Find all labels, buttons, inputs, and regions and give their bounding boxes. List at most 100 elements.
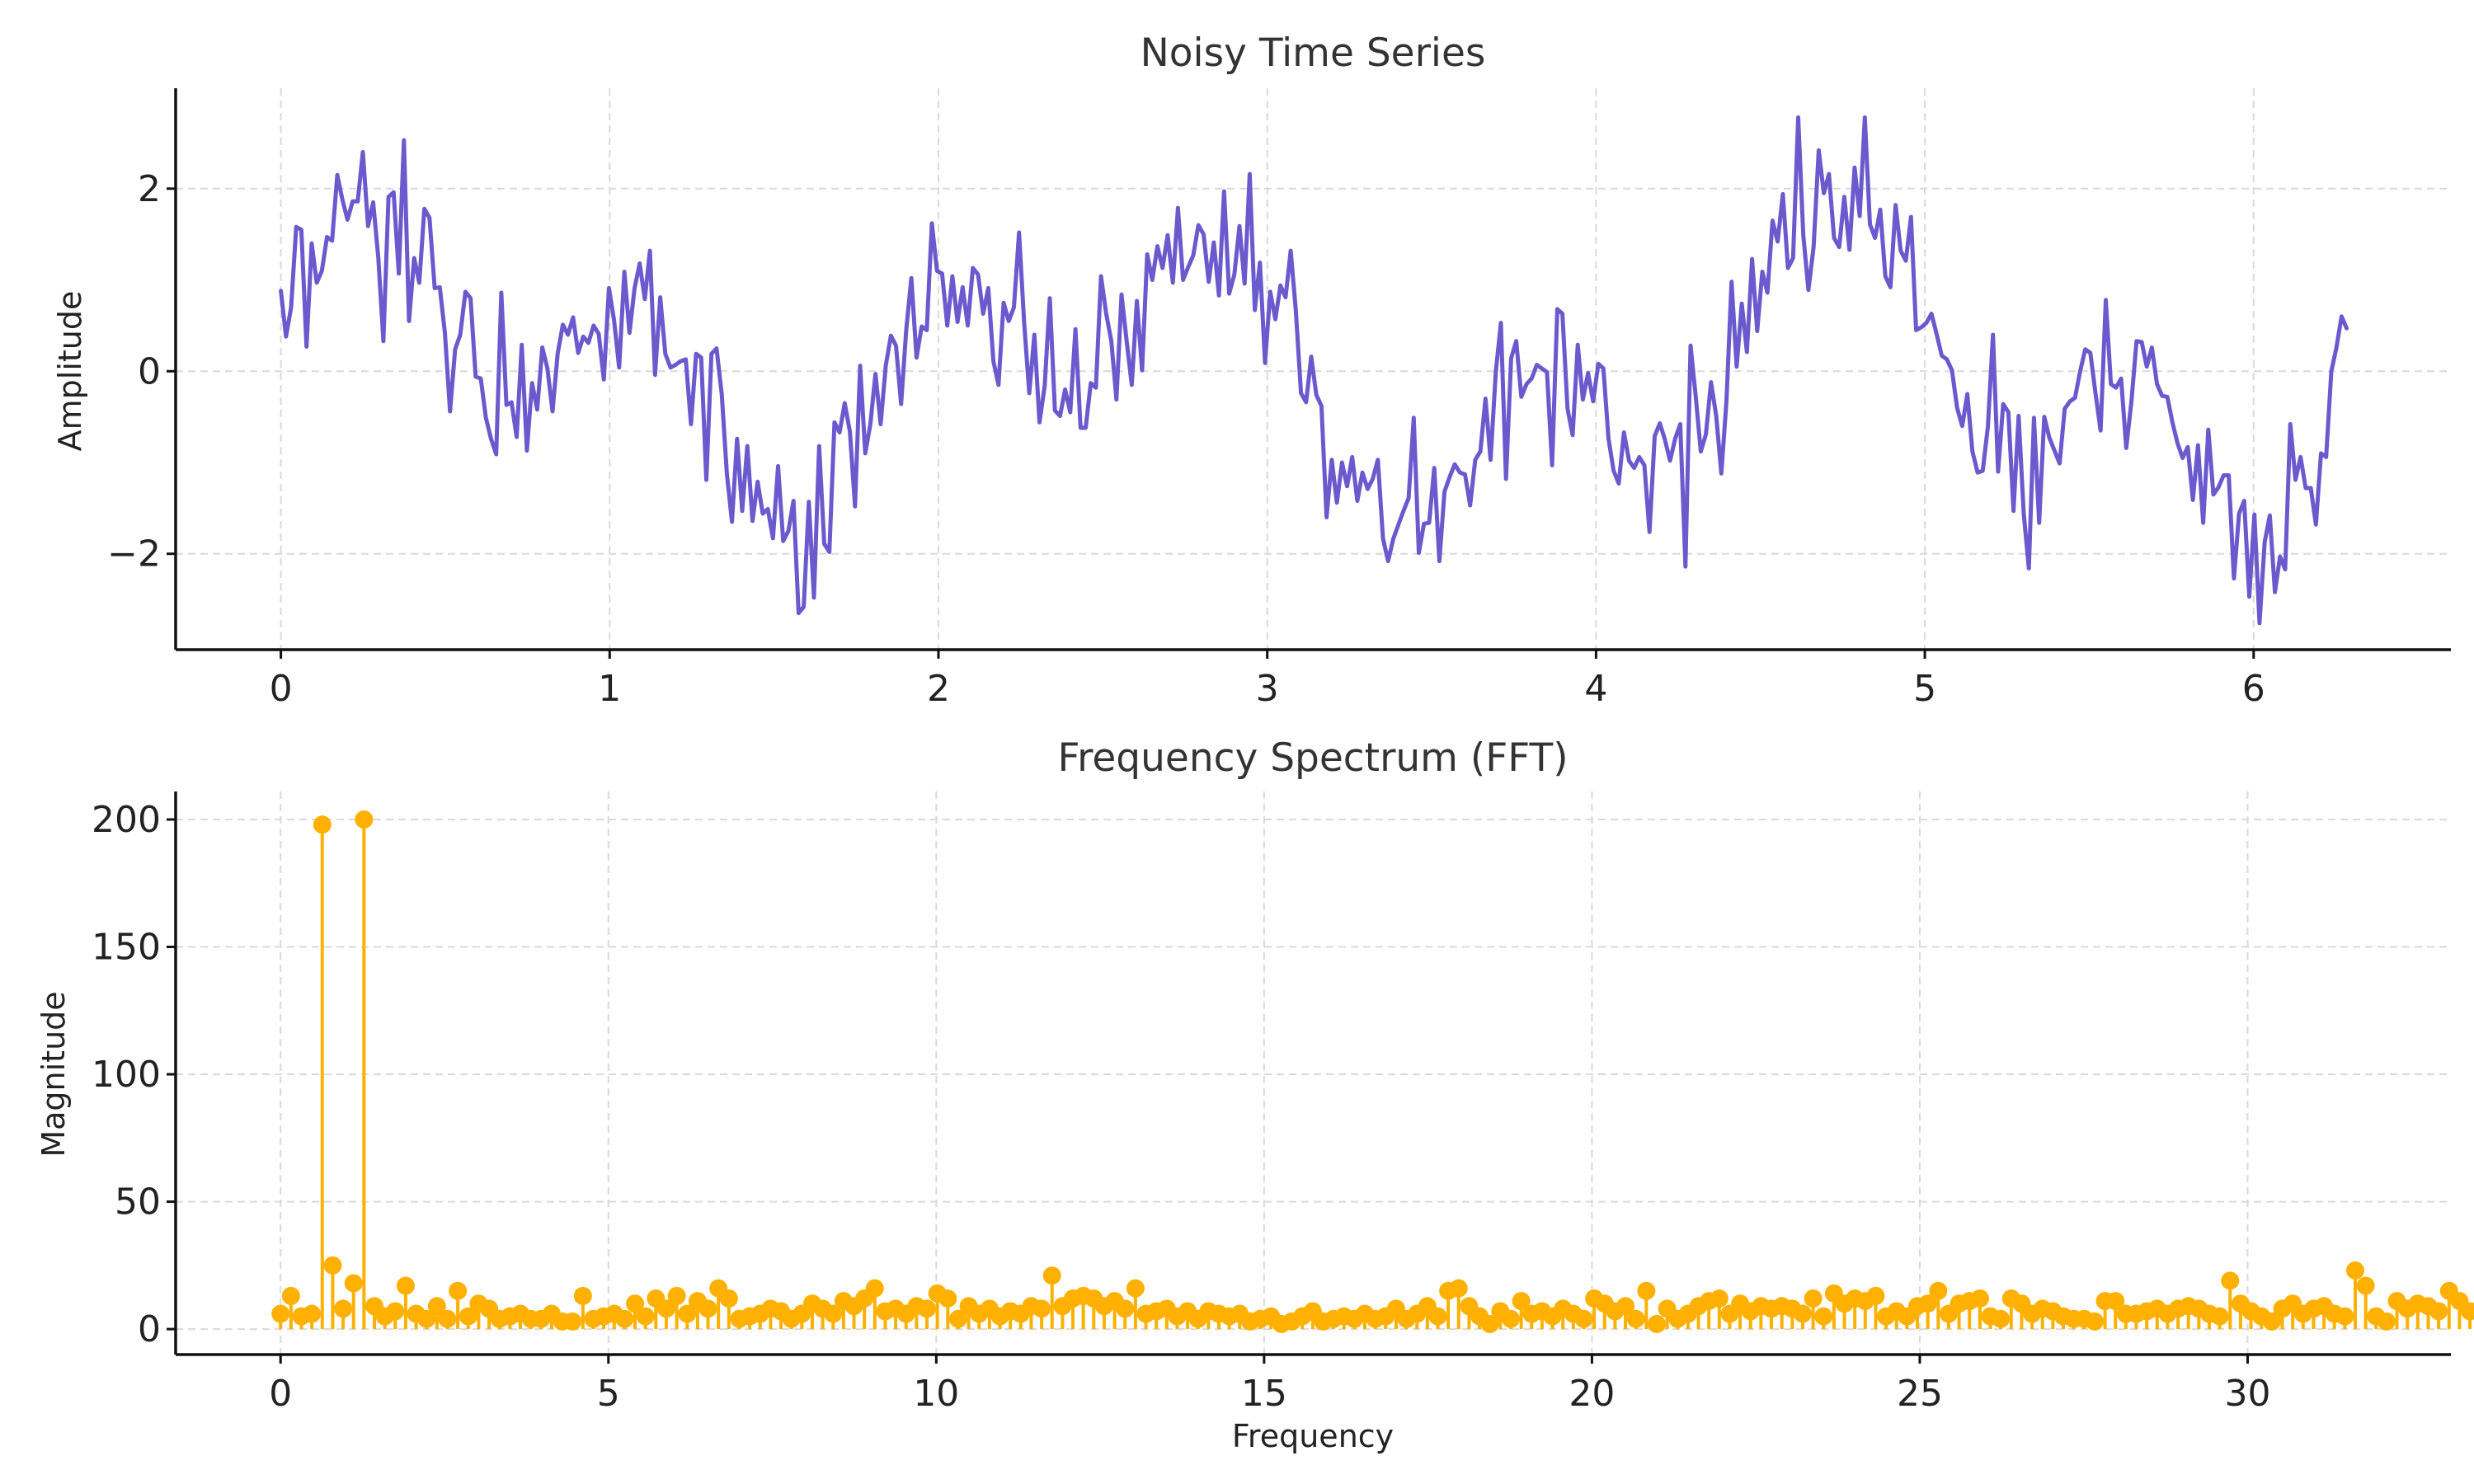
fft-stem-marker (459, 1307, 477, 1326)
fft-stem-marker (1116, 1299, 1135, 1318)
fft-ylabel: Magnitude (35, 991, 72, 1157)
fft-stem-marker (313, 815, 332, 834)
fft-stem-marker (344, 1274, 363, 1293)
fft-stem-marker (1637, 1281, 1656, 1300)
time-series-ylabel: Amplitude (52, 291, 88, 452)
fft-stem-marker (563, 1312, 582, 1331)
time-series-line-group (279, 115, 2349, 626)
time-series-xtick-label: 3 (1256, 668, 1279, 710)
fft-stem-marker (2262, 1312, 2281, 1331)
fft-stem-marker (1970, 1289, 1989, 1308)
time-series-title: Noisy Time Series (1141, 31, 1486, 76)
time-series-ytick-label: 2 (138, 168, 161, 210)
fft-ytick-label: 200 (92, 799, 161, 841)
fft-stem-marker (1992, 1309, 2011, 1328)
fft-stem-marker (698, 1299, 717, 1318)
time-series-xtick-label: 6 (2242, 668, 2265, 710)
fft-stem-marker (2377, 1312, 2396, 1331)
fft-ytick-label: 0 (138, 1308, 161, 1350)
fft-stem-marker (1918, 1294, 1937, 1313)
fft-stem-marker (1126, 1279, 1145, 1298)
time-series-ytick-label: 0 (138, 350, 161, 392)
fft-stem-marker (1647, 1314, 1666, 1333)
fft-stem-marker (396, 1276, 415, 1295)
fft-stem-marker (1480, 1314, 1499, 1333)
time-series-xtick-label: 0 (270, 668, 293, 710)
fft-ytick-label: 100 (92, 1054, 161, 1096)
fft-stem-marker (334, 1299, 353, 1318)
fft-stem-marker (918, 1299, 937, 1318)
fft-stem-marker (1929, 1281, 1948, 1300)
fft-stem-marker (323, 1256, 342, 1275)
fft-stem-marker (2085, 1312, 2104, 1331)
fft-xtick-label: 30 (2225, 1373, 2271, 1415)
time-series-panel: Noisy Time Series 0 1 2 3 4 5 6 −2 0 2 Amplitude (52, 31, 2451, 710)
fft-xtick-label: 0 (269, 1373, 292, 1415)
time-series-xtick-label: 4 (1584, 668, 1607, 710)
fft-stem-marker (355, 810, 374, 829)
fft-stem-marker (615, 1309, 634, 1328)
fft-ytick-label: 50 (115, 1181, 161, 1223)
fft-stem-marker (656, 1299, 675, 1318)
time-series-xtick-label: 5 (1913, 668, 1936, 710)
fft-stem-marker (2106, 1292, 2125, 1311)
fft-xtick-label: 20 (1569, 1373, 1615, 1415)
fft-stem-marker (303, 1304, 322, 1323)
fft-stem-marker (1042, 1266, 1061, 1285)
fft-xlabel: Frequency (1232, 1418, 1394, 1454)
fft-title: Frequency Spectrum (FFT) (1057, 735, 1568, 781)
fft-stem-marker (1574, 1309, 1593, 1328)
fft-xtick-label: 15 (1241, 1373, 1287, 1415)
fft-stem-marker (1428, 1307, 1447, 1326)
fft-stem-marker (1804, 1289, 1823, 1308)
fft-stem-marker (2461, 1302, 2474, 1321)
fft-stem-marker (2335, 1307, 2354, 1326)
fft-stem-marker (636, 1307, 655, 1326)
fft-stem-marker (449, 1281, 468, 1300)
fft-xtick-label: 10 (913, 1373, 959, 1415)
fft-panel: Frequency Spectrum (FFT) 0 5 10 15 20 25 30 0 50… (35, 735, 2474, 1454)
time-series-ytick-label: −2 (107, 533, 161, 575)
fft-stem-marker (948, 1309, 967, 1328)
fft-stem-marker (2429, 1302, 2448, 1321)
fft-stem-marker (417, 1309, 436, 1328)
fft-stem-marker (938, 1289, 957, 1308)
time-series-xtick-label: 2 (927, 668, 950, 710)
fft-stem-marker (386, 1302, 405, 1321)
fft-grid (176, 791, 2451, 1355)
fft-stem-marker (1710, 1289, 1729, 1308)
fft-stem-marker (1501, 1309, 1520, 1328)
fft-stem-group (271, 810, 2474, 1333)
fft-stem-marker (2471, 1302, 2474, 1316)
fft-stem-marker (626, 1294, 645, 1313)
time-series-line (279, 115, 2349, 626)
fft-stem-marker (824, 1304, 843, 1323)
time-series-ticks: 0 1 2 3 4 5 6 −2 0 2 (107, 168, 2265, 710)
fft-stem-marker (573, 1286, 592, 1305)
fft-stem-marker (865, 1279, 884, 1298)
fft-stem-marker (1793, 1304, 1812, 1323)
fft-stem-marker (2345, 1261, 2364, 1280)
fft-stem-marker (1512, 1292, 1531, 1311)
fft-stem-marker (678, 1304, 697, 1323)
fft-xtick-label: 5 (597, 1373, 620, 1415)
fft-stem-marker (2210, 1307, 2229, 1326)
fft-stem-marker (1866, 1286, 1885, 1305)
fft-stem-marker (281, 1286, 300, 1305)
fft-stem-marker (438, 1309, 457, 1328)
fft-stem-marker (719, 1289, 738, 1308)
time-series-grid (176, 88, 2451, 650)
fft-stem-marker (1626, 1309, 1645, 1328)
fft-stem-marker (271, 1304, 290, 1323)
fft-stem-marker (667, 1286, 686, 1305)
time-series-xtick-label: 1 (598, 668, 621, 710)
fft-ticks: 0 5 10 15 20 25 30 0 50 100 150 200 (92, 799, 2271, 1415)
fft-stem-marker (1032, 1299, 1051, 1318)
fft-stem-marker (2221, 1271, 2240, 1290)
fft-stem-marker (1449, 1279, 1468, 1298)
fft-xtick-label: 25 (1897, 1373, 1943, 1415)
fft-stem-marker (427, 1297, 446, 1316)
fft-stem-marker (1814, 1307, 1833, 1326)
fft-stem-marker (2356, 1276, 2375, 1295)
